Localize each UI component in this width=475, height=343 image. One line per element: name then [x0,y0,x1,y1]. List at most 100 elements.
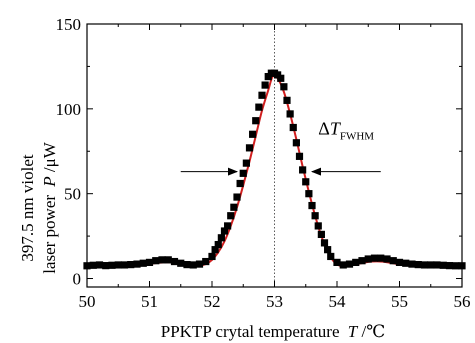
data-point [114,261,122,269]
y-tick-label: 0 [73,270,82,289]
data-point [345,260,354,268]
data-point [458,262,466,270]
data-point [261,81,269,89]
data-point [108,261,116,269]
data-point [239,169,247,177]
data-point [286,110,294,118]
data-point [295,152,304,160]
x-tick-label: 54 [329,292,347,311]
data-point [230,203,238,211]
data-point [352,258,360,266]
data-point [189,261,197,269]
x-axis-title-unit: /℃ [361,322,385,341]
data-point [242,159,250,167]
data-point [292,139,300,147]
data-point [439,261,447,269]
y-tick-label: 50 [64,185,81,204]
data-point [177,259,185,267]
annotation-layer: ΔTFWHM [180,118,381,176]
data-point [170,257,179,266]
y-axis-title-line1: 397.5 nm violet [18,154,37,261]
data-point [408,260,416,268]
data-point [324,246,332,254]
data-point [214,240,222,249]
y-axis-title-unit: /μW [40,141,59,172]
data-point [320,239,329,247]
fwhm-t-symbol: T [330,118,342,138]
data-point [158,256,166,264]
data-point [258,91,266,99]
data-point [358,257,366,265]
data-point [370,254,379,262]
y-tick-label: 150 [56,15,82,34]
data-point [249,130,257,138]
x-axis-title-symbol: T [348,322,359,341]
data-point [317,230,325,238]
data-point [277,74,285,82]
data-point [217,234,225,242]
data-point [280,83,288,91]
data-point [389,257,397,265]
y-tick-label: 100 [56,100,82,119]
data-point [145,258,154,266]
data-point [414,261,422,269]
x-axis-title-main: PPKTP crytal temperature [161,322,340,341]
data-point [314,222,322,230]
data-point [183,261,191,269]
data-point [211,246,219,254]
data-point [420,261,429,269]
data-point [327,252,335,261]
data-point [89,261,97,269]
data-point [83,262,91,270]
y-axis-title-line2: laser power P /μW [40,141,59,274]
data-point [152,257,160,265]
data-point [283,96,291,104]
axes-layer: 50 51 52 53 54 55 56 0 50 100 150 [56,15,471,311]
data-point [402,259,410,267]
data-point [433,261,441,269]
y-axis-title-main: laser power [40,195,59,274]
data-point [333,258,341,266]
x-axis-title: PPKTP crytal temperature T /℃ [161,322,385,341]
x-tick-label: 51 [141,292,158,311]
data-point [195,260,204,268]
data-point [120,261,129,269]
data-point [364,255,372,263]
data-point [95,261,104,269]
data-point [252,117,260,125]
data-points-layer [83,69,466,270]
data-point [383,255,391,263]
data-point [299,166,307,174]
data-point [308,201,316,210]
data-point [139,259,147,267]
data-point [289,123,297,132]
fwhm-delta-t: Δ [318,118,330,138]
y-axis-title-symbol: P [40,176,59,187]
data-point [427,261,435,269]
data-point [255,103,263,111]
data-point [302,178,310,186]
data-point [339,261,347,269]
fwhm-subscript: FWHM [340,130,374,142]
data-point [452,262,460,270]
data-point [305,190,313,198]
data-point [311,212,319,220]
data-point [395,258,404,266]
x-tick-label: 52 [204,292,221,311]
x-tick-label: 56 [454,292,471,311]
x-tick-label: 50 [79,292,96,311]
data-point [224,222,232,230]
data-point [236,179,244,188]
data-point [133,260,141,268]
data-point [102,262,110,270]
data-point [127,261,135,269]
data-point [220,227,229,235]
data-point [208,252,216,261]
data-point [245,144,254,152]
data-point [202,257,210,266]
x-tick-label: 53 [266,292,283,311]
x-tick-label: 55 [391,292,408,311]
fwhm-annotation: ΔTFWHM [318,118,374,142]
data-point [233,193,241,201]
